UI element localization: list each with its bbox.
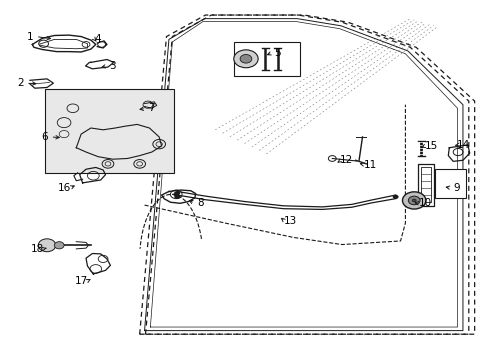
- Circle shape: [411, 199, 415, 202]
- Text: 5: 5: [274, 48, 281, 58]
- Text: 10: 10: [418, 198, 430, 208]
- Text: 18: 18: [31, 244, 44, 254]
- Text: 14: 14: [456, 140, 469, 150]
- Text: 11: 11: [363, 159, 376, 170]
- Text: 4: 4: [95, 34, 102, 44]
- Text: 9: 9: [452, 183, 459, 193]
- Text: 6: 6: [41, 132, 48, 142]
- Circle shape: [38, 239, 56, 252]
- Text: 1: 1: [26, 32, 33, 41]
- Text: 8: 8: [197, 198, 203, 208]
- Circle shape: [54, 242, 64, 249]
- FancyBboxPatch shape: [233, 42, 299, 76]
- Circle shape: [233, 50, 258, 68]
- Text: 16: 16: [58, 183, 71, 193]
- Circle shape: [407, 196, 419, 205]
- Text: 13: 13: [284, 216, 297, 226]
- Text: 12: 12: [340, 155, 353, 165]
- Text: 17: 17: [74, 276, 87, 286]
- Circle shape: [240, 54, 251, 63]
- Circle shape: [173, 193, 178, 196]
- Text: 2: 2: [17, 78, 23, 88]
- FancyBboxPatch shape: [44, 89, 173, 173]
- Circle shape: [174, 195, 180, 199]
- Text: 7: 7: [148, 103, 155, 113]
- Text: 15: 15: [424, 140, 437, 150]
- Text: 3: 3: [109, 61, 116, 71]
- Circle shape: [174, 191, 180, 195]
- FancyBboxPatch shape: [434, 169, 466, 198]
- Circle shape: [402, 192, 425, 209]
- Circle shape: [392, 195, 398, 199]
